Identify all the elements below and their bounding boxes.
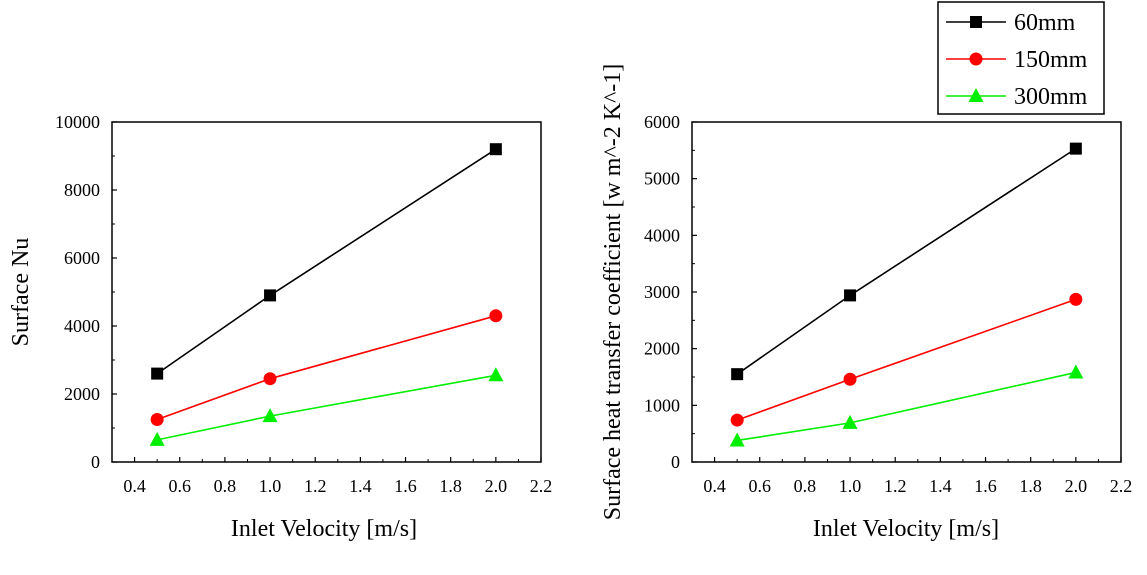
series-line-150mm <box>736 298 1077 421</box>
series-150mm <box>150 309 503 426</box>
x-tick-label: 2.2 <box>1110 476 1133 496</box>
series-line-300mm <box>737 371 1077 442</box>
series-60mm <box>731 142 1082 381</box>
x-tick-label: 1.4 <box>929 476 952 496</box>
x-axis-label: Inlet Velocity [m/s] <box>231 516 417 542</box>
y-tick-label: 6000 <box>644 112 680 132</box>
x-tick-label: 2.0 <box>1065 476 1088 496</box>
x-ticks: 0.4 0.6 0.8 1.0 1.2 1.4 1.6 1.8 2.0 2.2 <box>703 457 1132 496</box>
x-tick-label: 0.6 <box>748 476 771 496</box>
data-point-60mm <box>151 367 164 380</box>
y-tick-label: 2000 <box>644 339 680 359</box>
data-point-300mm <box>1068 364 1084 379</box>
series-150mm <box>730 292 1083 427</box>
data-point-300mm <box>149 431 165 446</box>
data-point-60mm <box>1069 142 1082 155</box>
data-point-150mm <box>150 413 164 426</box>
data-point-150mm <box>1069 292 1083 306</box>
x-tick-label: 0.8 <box>214 476 237 496</box>
legend-label: 300mm <box>1014 84 1088 110</box>
series-layer <box>149 143 504 446</box>
x-tick-label: 0.6 <box>168 476 191 496</box>
y-axis-label: Surface heat transfer coefficient [w m^-… <box>600 64 626 521</box>
y-tick-label: 2000 <box>64 384 100 404</box>
plot-heat-transfer-coefficient: 0.4 0.6 0.8 1.0 1.2 1.4 1.6 1.8 2.0 2.2 0 1000 2000… <box>600 64 1132 542</box>
data-point-150mm <box>489 309 503 323</box>
x-tick-label: 0.4 <box>123 476 146 496</box>
y-ticks: 0 1000 2000 3000 4000 5000 6000 <box>644 112 697 472</box>
legend-item-300mm: 300mm <box>946 84 1088 110</box>
y-ticks: 0 2000 4000 6000 8000 10000 <box>55 112 117 472</box>
y-tick-label: 10000 <box>55 112 100 132</box>
plot-frame <box>111 121 542 463</box>
series-60mm <box>151 143 502 380</box>
data-point-300mm <box>488 367 504 382</box>
y-tick-label: 4000 <box>644 225 680 245</box>
series-line-60mm <box>736 147 1077 375</box>
series-300mm <box>149 367 504 446</box>
y-tick-label: 0 <box>671 452 680 472</box>
legend-item-60mm: 60mm <box>946 10 1076 36</box>
x-tick-label: 1.8 <box>439 476 462 496</box>
series-line-300mm <box>156 374 496 441</box>
y-axis-label: Surface Nu <box>8 238 34 347</box>
y-tick-label: 5000 <box>644 169 680 189</box>
x-tick-label: 1.0 <box>839 476 862 496</box>
data-point-150mm <box>730 413 744 427</box>
legend-item-150mm: 150mm <box>946 47 1088 73</box>
x-tick-label: 1.2 <box>884 476 907 496</box>
data-point-150mm <box>263 372 277 386</box>
legend: 60mm 150mm 300mm <box>937 1 1105 115</box>
plot-surface-nu: 0.4 0.6 0.8 1.0 1.2 1.4 1.6 1.8 2.0 2.2 0 2000 4000… <box>8 112 552 542</box>
series-layer <box>729 142 1084 447</box>
y-tick-label: 4000 <box>64 316 100 336</box>
legend-items: 60mm 150mm 300mm <box>946 10 1088 110</box>
x-tick-label: 1.6 <box>394 476 417 496</box>
x-tick-label: 1.4 <box>349 476 372 496</box>
data-point-60mm <box>489 143 502 156</box>
legend-marker-150mm <box>969 52 983 66</box>
y-tick-label: 3000 <box>644 282 680 302</box>
x-tick-label: 0.8 <box>794 476 817 496</box>
data-point-300mm <box>729 432 745 447</box>
data-point-300mm <box>262 408 278 423</box>
legend-label: 60mm <box>1014 10 1076 36</box>
legend-label: 150mm <box>1014 47 1088 73</box>
y-tick-label: 8000 <box>64 180 100 200</box>
x-tick-label: 2.2 <box>530 476 553 496</box>
data-point-150mm <box>843 372 857 386</box>
y-tick-label: 6000 <box>64 248 100 268</box>
data-point-60mm <box>264 289 277 302</box>
series-300mm <box>729 364 1084 447</box>
series-line-60mm <box>156 148 497 375</box>
x-tick-label: 1.8 <box>1019 476 1042 496</box>
legend-marker-300mm <box>968 88 984 102</box>
legend-marker-60mm <box>970 16 982 28</box>
data-point-60mm <box>844 289 857 302</box>
y-tick-label: 1000 <box>644 395 680 415</box>
data-point-300mm <box>842 414 858 429</box>
x-tick-label: 1.0 <box>259 476 282 496</box>
x-tick-label: 0.4 <box>703 476 726 496</box>
x-tick-label: 1.2 <box>304 476 327 496</box>
data-point-60mm <box>731 368 744 381</box>
series-line-150mm <box>156 315 497 421</box>
x-tick-label: 2.0 <box>485 476 508 496</box>
y-tick-label: 0 <box>91 452 100 472</box>
x-ticks: 0.4 0.6 0.8 1.0 1.2 1.4 1.6 1.8 2.0 2.2 <box>123 457 552 496</box>
x-axis-label: Inlet Velocity [m/s] <box>813 516 999 542</box>
x-tick-label: 1.6 <box>974 476 997 496</box>
